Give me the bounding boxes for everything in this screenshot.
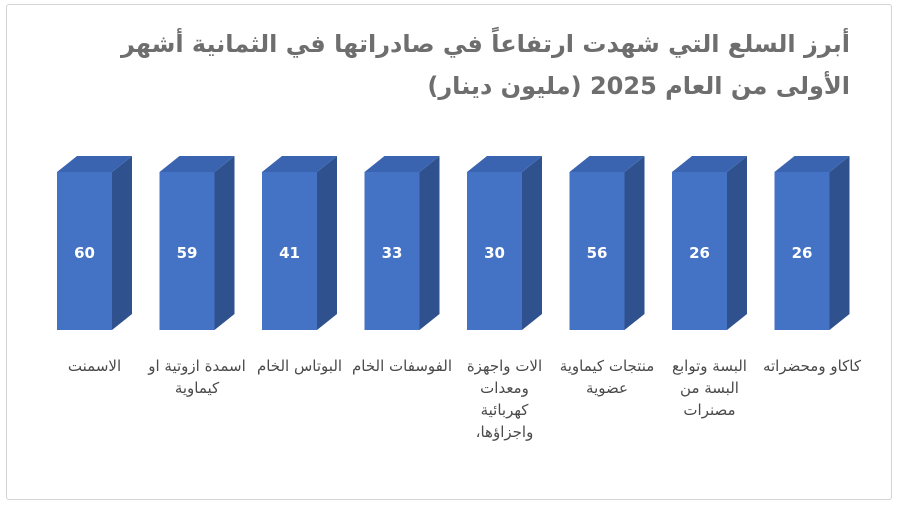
x-tick-label: كاكاو ومحضراته [762,357,862,375]
bar: 56 [569,156,645,330]
x-tick-label: البوتاس الخام [256,357,343,375]
bar-side [624,156,645,330]
x-tick-label: البسة وتوابع البسة من مصنرات [672,357,747,419]
bar-top [57,156,132,172]
bar-front [774,172,830,330]
bar-side [214,156,235,330]
chart-title-line-1: أبرز السلع التي شهدت ارتفاعاً في صادراته… [120,30,850,58]
x-tick-label: اسمدة ازوتية او كيماوية [148,357,246,397]
bar-side [112,156,132,330]
bar-front [467,172,522,330]
data-label: 33 [382,244,403,262]
bar-top [672,156,747,172]
bar-front [569,172,625,330]
bar-side [419,156,440,330]
bar-top [159,156,235,172]
bar-front [57,172,112,330]
bar-front [672,172,727,330]
bar-side [522,156,542,330]
bar-top [467,156,542,172]
data-label: 30 [484,244,505,262]
bar-front [262,172,317,330]
data-label: 56 [587,244,608,262]
bar: 26 [672,156,747,330]
x-tick-label: الاسمنت [67,357,122,375]
data-label: 59 [177,244,198,262]
bar-front [364,172,420,330]
data-label: 26 [792,244,813,262]
bar-side [829,156,850,330]
data-label: 41 [279,244,300,262]
bar-side [317,156,337,330]
bar: 60 [57,156,132,330]
x-tick-label: الفوسفات الخام [352,357,452,375]
bar-top [569,156,645,172]
data-label: 60 [74,244,95,262]
bar-front [159,172,215,330]
chart-title-line-2: الأولى من العام 2025 (مليون دينار) [427,72,850,100]
x-tick-label: الات واجهزة ومعدات كهربائية واجزاؤها، [466,357,543,441]
bar-top [262,156,337,172]
bar: 33 [364,156,440,330]
bar: 41 [262,156,337,330]
x-tick-label: منتجات كيماوية عضوية [559,357,655,397]
bar: 59 [159,156,235,330]
bar: 26 [774,156,850,330]
data-label: 26 [689,244,710,262]
bar-top [774,156,850,172]
bar-top [364,156,440,172]
chart-frame [6,4,892,500]
bar: 30 [467,156,542,330]
bar-side [727,156,747,330]
